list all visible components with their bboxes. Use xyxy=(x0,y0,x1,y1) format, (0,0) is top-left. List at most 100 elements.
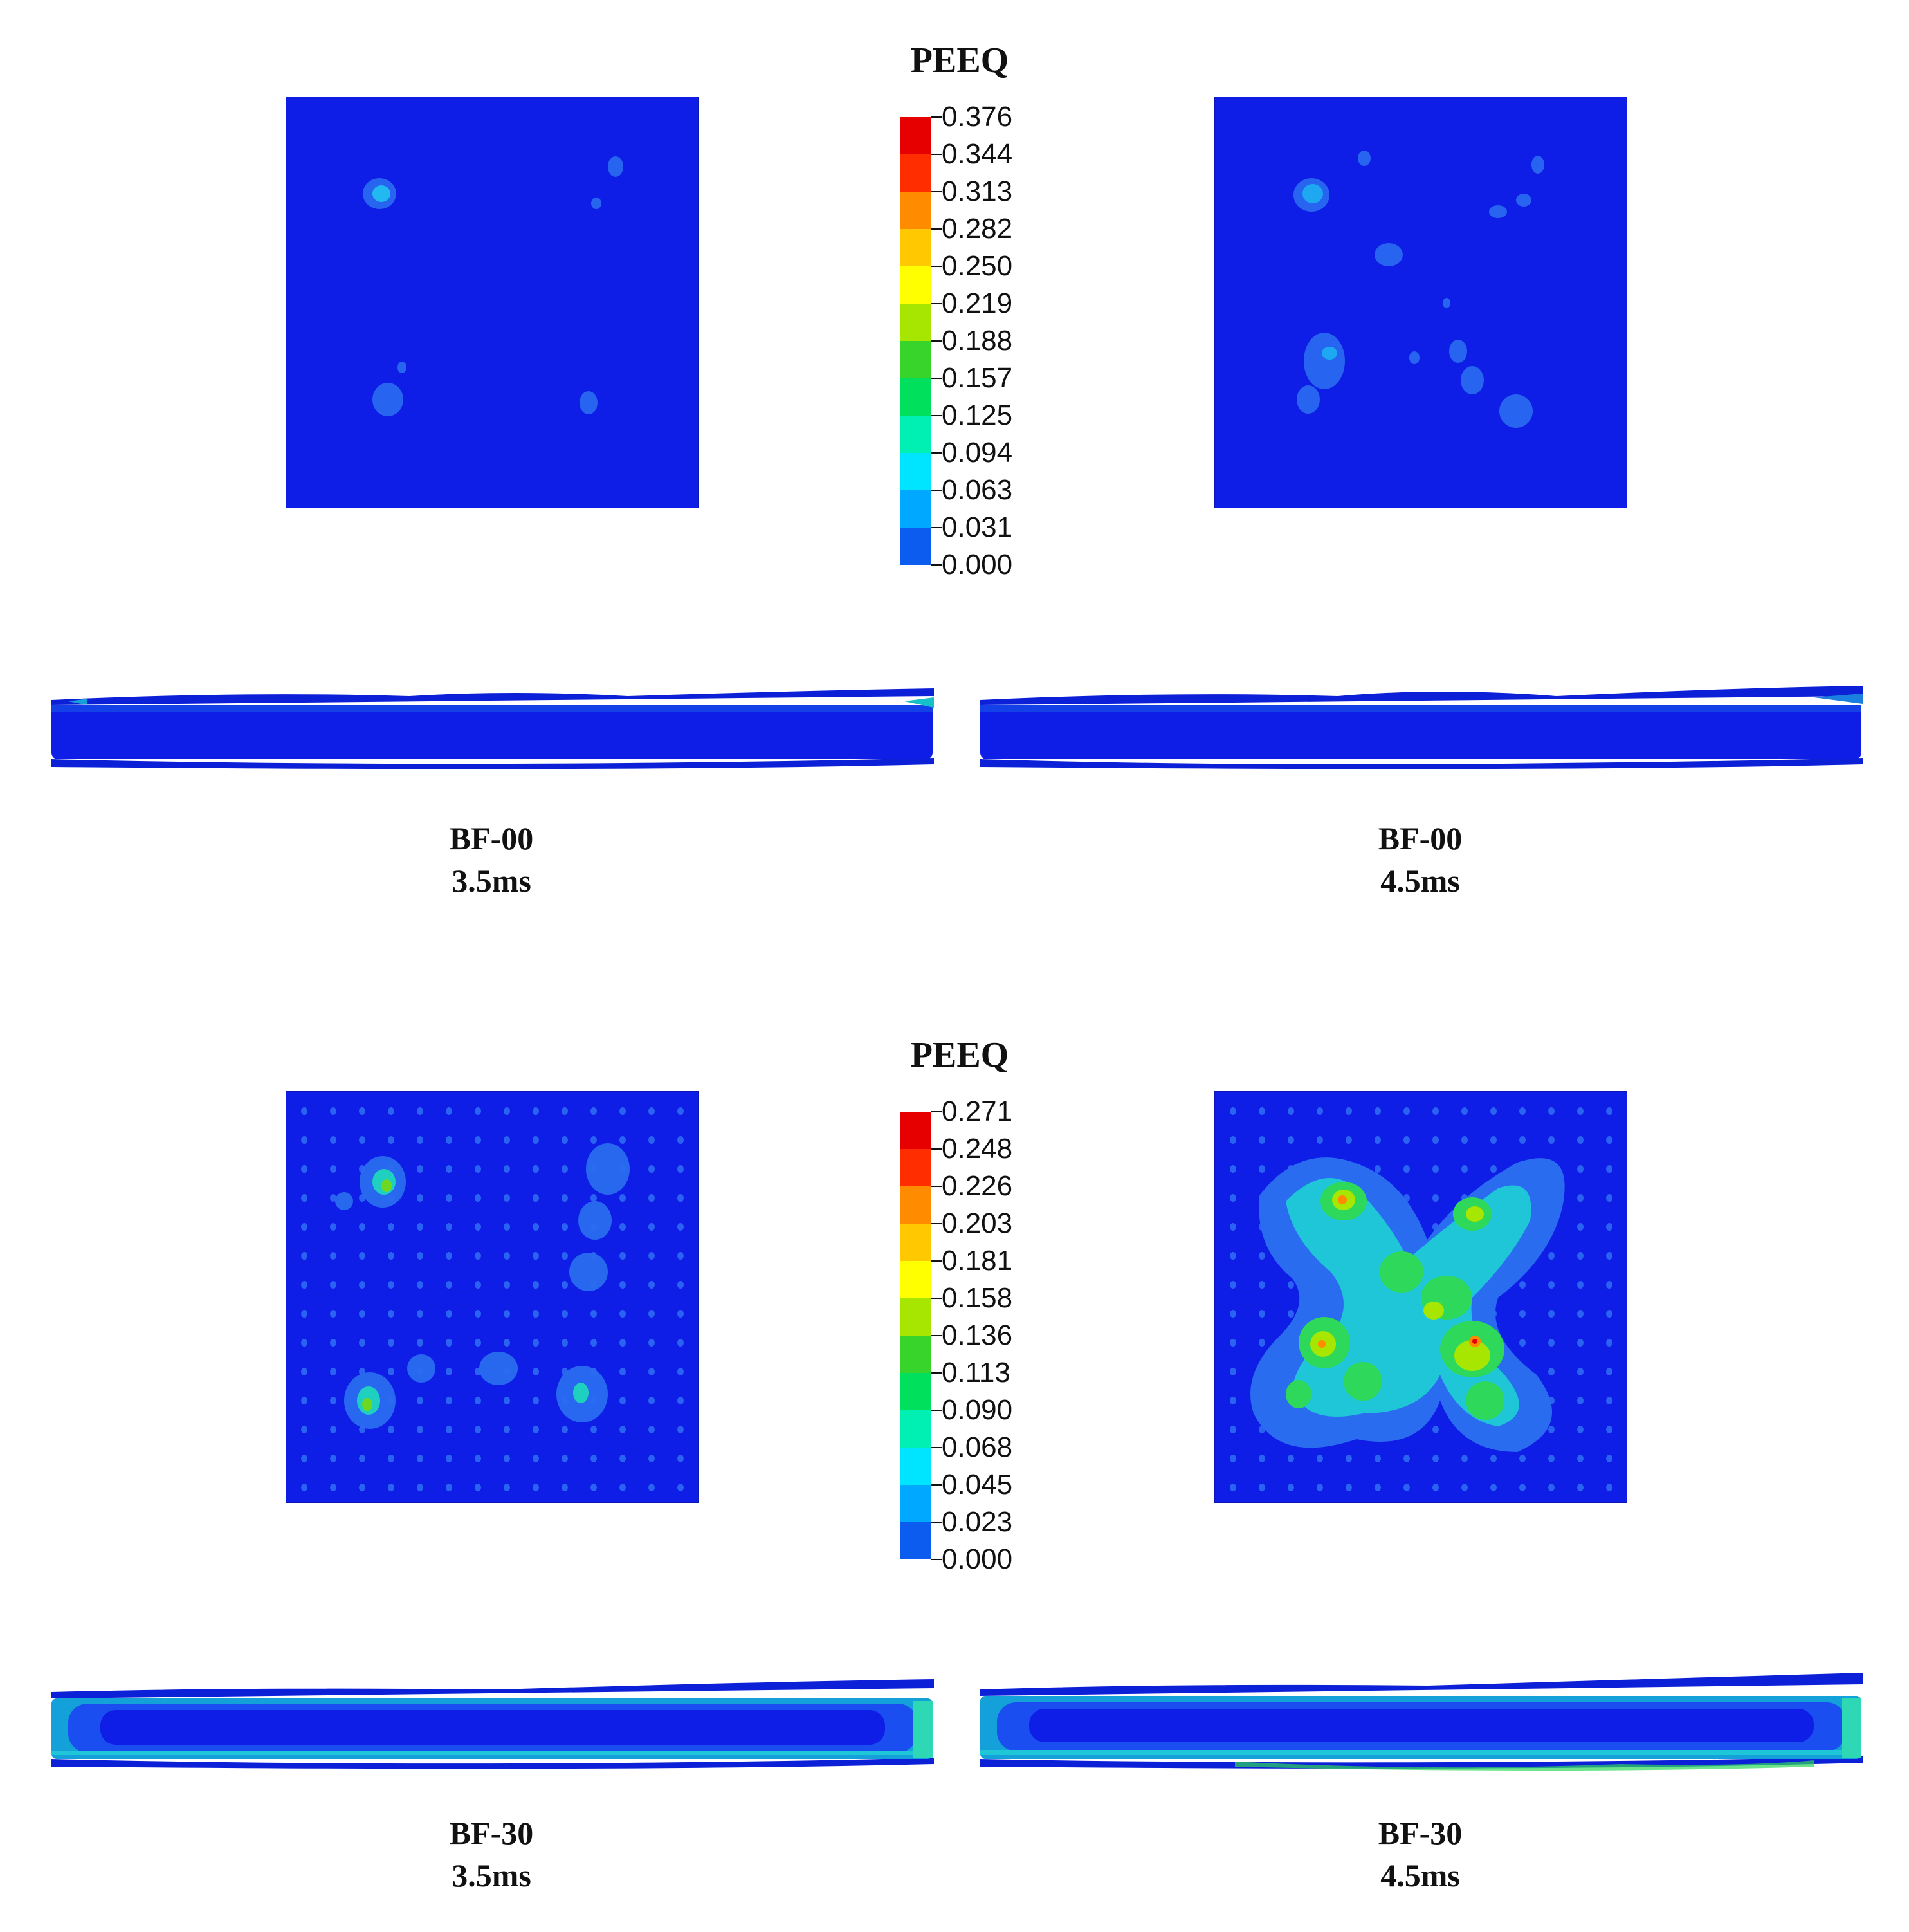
legend-tick xyxy=(931,1447,942,1448)
mesh-node-dot xyxy=(619,1310,626,1318)
mesh-node-dot xyxy=(388,1310,394,1318)
mesh-node-dot xyxy=(677,1107,684,1115)
mesh-node-dot xyxy=(1577,1455,1584,1462)
mesh-node-dot xyxy=(648,1426,655,1433)
mesh-node-dot xyxy=(504,1484,510,1491)
mesh-node-dot xyxy=(1230,1339,1236,1347)
mesh-node-dot xyxy=(1230,1252,1236,1260)
legend-tick xyxy=(931,452,942,454)
legend-tick xyxy=(931,1410,942,1411)
mesh-node-dot xyxy=(504,1339,510,1347)
mesh-node-dot xyxy=(1490,1165,1497,1173)
mesh-node-dot xyxy=(417,1223,423,1231)
legend-tick xyxy=(931,1559,942,1560)
mesh-node-dot xyxy=(330,1136,336,1144)
legend-tick-label: 0.045 xyxy=(942,1469,1013,1500)
mesh-node-dot xyxy=(301,1165,307,1173)
mesh-node-dot xyxy=(1606,1426,1612,1433)
mesh-node-dot xyxy=(1548,1484,1555,1491)
mesh-node-dot xyxy=(533,1252,539,1260)
legend-color-swatch xyxy=(900,192,931,229)
plate-side-view-bf30-3-5ms xyxy=(49,1675,936,1772)
mesh-node-dot xyxy=(677,1281,684,1289)
legend-tick-label: 0.000 xyxy=(942,1543,1013,1575)
legend-tick-label: 0.000 xyxy=(942,549,1013,580)
mesh-node-dot xyxy=(1432,1484,1439,1491)
mesh-node-dot xyxy=(619,1426,626,1433)
mesh-node-dot xyxy=(504,1136,510,1144)
legend-tick xyxy=(931,1186,942,1187)
mesh-node-dot xyxy=(619,1107,626,1115)
plate-top-view-bf00-4-5ms xyxy=(1214,97,1627,508)
mesh-node-dot xyxy=(417,1194,423,1202)
mesh-node-dot xyxy=(533,1165,539,1173)
mesh-node-dot xyxy=(533,1107,539,1115)
mesh-node-dot xyxy=(1519,1455,1526,1462)
mesh-node-dot xyxy=(388,1339,394,1347)
mesh-node-dot xyxy=(562,1194,568,1202)
mesh-node-dot xyxy=(301,1368,307,1375)
legend-tick-label: 0.181 xyxy=(942,1245,1013,1276)
mesh-node-dot xyxy=(1606,1339,1612,1347)
mesh-node-dot xyxy=(590,1136,597,1144)
mesh-node-dot xyxy=(1577,1252,1584,1260)
mesh-node-dot xyxy=(1230,1107,1236,1115)
mesh-node-dot xyxy=(677,1165,684,1173)
mesh-node-dot xyxy=(417,1281,423,1289)
mesh-node-dot xyxy=(504,1252,510,1260)
plate-top-view-bf30-3-5ms xyxy=(286,1091,699,1503)
mesh-node-dot xyxy=(1606,1136,1612,1144)
mesh-node-dot xyxy=(359,1339,365,1347)
mesh-node-dot xyxy=(475,1310,481,1318)
mesh-node-dot xyxy=(1259,1165,1265,1173)
mesh-node-dot xyxy=(1230,1136,1236,1144)
mesh-node-dot xyxy=(446,1107,452,1115)
mesh-node-dot xyxy=(562,1136,568,1144)
legend-color-swatch xyxy=(900,341,931,378)
legend-tick xyxy=(931,1335,942,1336)
mesh-node-dot xyxy=(619,1368,626,1375)
mesh-node-dot xyxy=(330,1194,336,1202)
mesh-node-dot xyxy=(475,1165,481,1173)
legend-color-swatch xyxy=(900,229,931,266)
mesh-node-dot xyxy=(677,1339,684,1347)
mesh-node-dot xyxy=(1432,1136,1439,1144)
mesh-node-dot xyxy=(1606,1368,1612,1375)
mesh-node-dot xyxy=(677,1252,684,1260)
legend-tick-label: 0.188 xyxy=(942,325,1013,356)
mesh-node-dot xyxy=(677,1368,684,1375)
legend-tick-label: 0.157 xyxy=(942,362,1013,394)
mesh-node-dot xyxy=(446,1339,452,1347)
legend-tick xyxy=(931,1522,942,1523)
mesh-node-dot xyxy=(1432,1194,1439,1202)
mesh-node-dot xyxy=(330,1281,336,1289)
mesh-node-dot xyxy=(504,1165,510,1173)
mesh-node-dot xyxy=(504,1455,510,1462)
mesh-node-dot xyxy=(359,1310,365,1318)
mesh-node-dot xyxy=(446,1194,452,1202)
mesh-node-dot xyxy=(359,1455,365,1462)
mesh-node-dot xyxy=(446,1455,452,1462)
mesh-node-dot xyxy=(1606,1281,1612,1289)
legend-tick xyxy=(931,378,942,379)
mesh-node-dot xyxy=(1403,1165,1410,1173)
mesh-node-dot xyxy=(1259,1107,1265,1115)
mesh-node-dot xyxy=(677,1397,684,1404)
mesh-node-dot xyxy=(1577,1310,1584,1318)
mesh-node-dot xyxy=(1548,1368,1555,1375)
mesh-node-dot xyxy=(1461,1136,1468,1144)
mesh-node-dot xyxy=(619,1484,626,1491)
mesh-node-dot xyxy=(504,1107,510,1115)
mesh-node-dot xyxy=(504,1223,510,1231)
mesh-node-dot xyxy=(677,1484,684,1491)
legend-tick xyxy=(931,303,942,304)
legend-tick xyxy=(931,228,942,230)
mesh-node-dot xyxy=(533,1426,539,1433)
mesh-node-dot xyxy=(562,1426,568,1433)
legend-color-swatch xyxy=(900,1224,931,1261)
mesh-node-dot xyxy=(1230,1368,1236,1375)
mesh-node-dot xyxy=(648,1165,655,1173)
mesh-node-dot xyxy=(1577,1223,1584,1231)
mesh-node-dot xyxy=(475,1136,481,1144)
mesh-node-dot xyxy=(1548,1310,1555,1318)
